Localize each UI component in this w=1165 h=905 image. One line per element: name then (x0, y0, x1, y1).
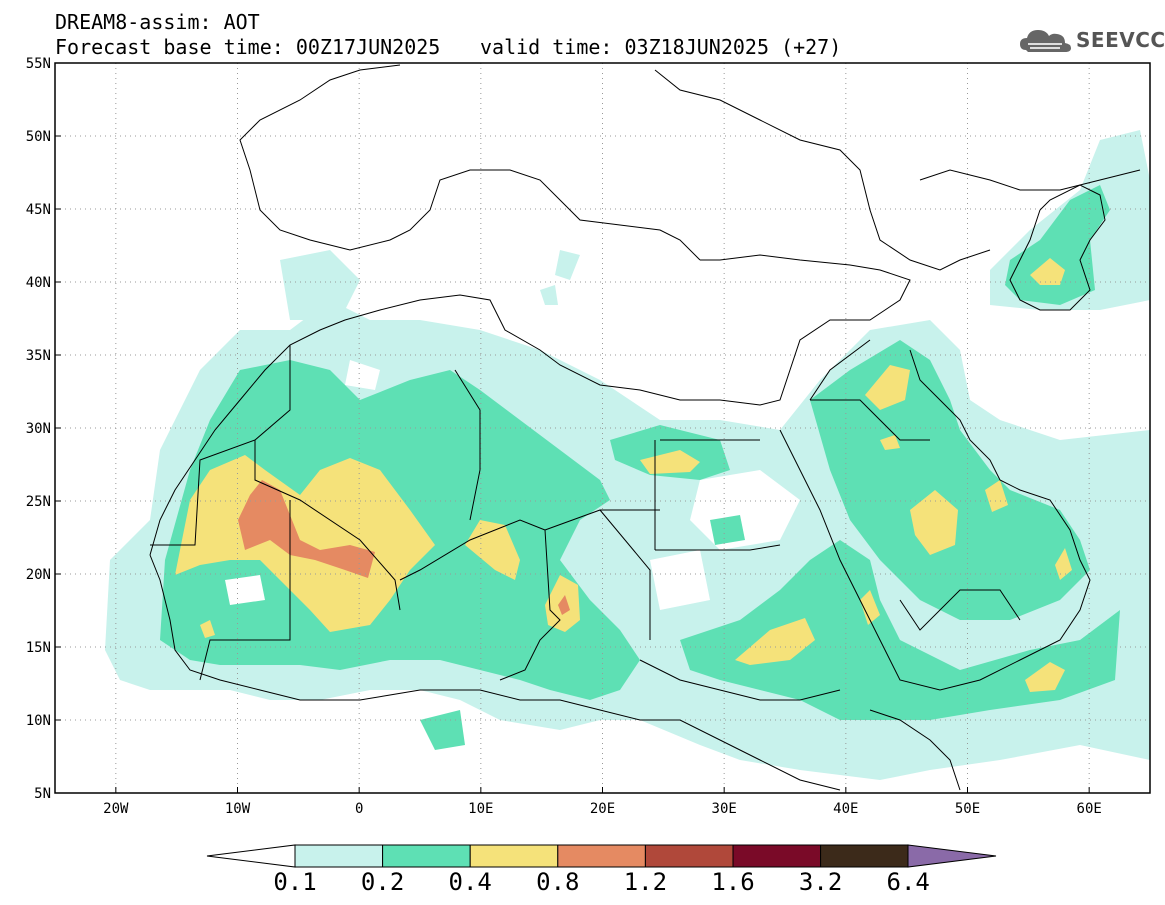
logo-text: SEEVCCC (1076, 28, 1165, 52)
y-tick-label: 55N (26, 56, 51, 72)
cloud-logo-icon (1020, 30, 1071, 52)
aot-field-0.8 (238, 480, 570, 615)
seevccc-logo: SEEVCCC (1018, 24, 1165, 56)
forecast-base-time: Forecast base time: 00Z17JUN2025 (55, 35, 441, 59)
x-tick-label: 60E (1077, 801, 1102, 817)
graticule (55, 63, 1150, 793)
x-tick-label: 0 (355, 801, 363, 817)
colorbar (206, 844, 997, 868)
colorbar-label: 0.8 (536, 868, 580, 896)
y-tick-label: 45N (26, 202, 51, 218)
colorbar-swatch (644, 844, 734, 868)
y-tick-label: 50N (26, 129, 51, 145)
colorbar-swatch (732, 844, 822, 868)
valid-time: valid time: 03Z18JUN2025 (+27) (480, 35, 842, 59)
axis-ticks: 20W 10W 0 10E 20E 30E 40E 50E 60E 55N 50N 45N 40N 35N… (26, 56, 1102, 817)
colorbar-label: 3.2 (798, 868, 843, 896)
y-tick-label: 20N (26, 567, 51, 583)
colorbar-label: 1.2 (623, 868, 668, 896)
x-tick-label: 10W (225, 801, 251, 817)
y-tick-label: 15N (26, 640, 51, 656)
y-tick-label: 30N (26, 421, 51, 437)
x-tick-label: 40E (833, 801, 858, 817)
colorbar-label: 0.2 (360, 868, 405, 896)
x-tick-label: 10E (468, 801, 493, 817)
colorbar-label: 0.1 (273, 868, 317, 896)
x-tick-label: 50E (955, 801, 980, 817)
y-tick-label: 10N (26, 713, 51, 729)
y-tick-label: 40N (26, 275, 51, 291)
x-tick-label: 20W (103, 801, 129, 817)
colorbar-high-arrow (907, 844, 997, 868)
colorbar-label: 0.4 (448, 868, 492, 896)
colorbar-swatch (382, 844, 471, 868)
colorbar-low-arrow (206, 844, 296, 868)
coastlines-borders (149, 64, 1141, 791)
y-tick-label: 35N (26, 348, 51, 364)
x-tick-label: 30E (712, 801, 737, 817)
colorbar-swatch (557, 844, 646, 868)
colorbar-label: 1.6 (711, 868, 755, 896)
colorbar-swatch (294, 844, 384, 868)
colorbar-swatch (469, 844, 559, 868)
x-tick-label: 20E (590, 801, 615, 817)
colorbar-swatch (820, 844, 909, 868)
y-tick-label: 5N (34, 786, 51, 802)
map-title: DREAM8-assim: AOT (55, 10, 260, 34)
y-tick-label: 25N (26, 494, 51, 510)
colorbar-label: 6.4 (886, 868, 930, 896)
